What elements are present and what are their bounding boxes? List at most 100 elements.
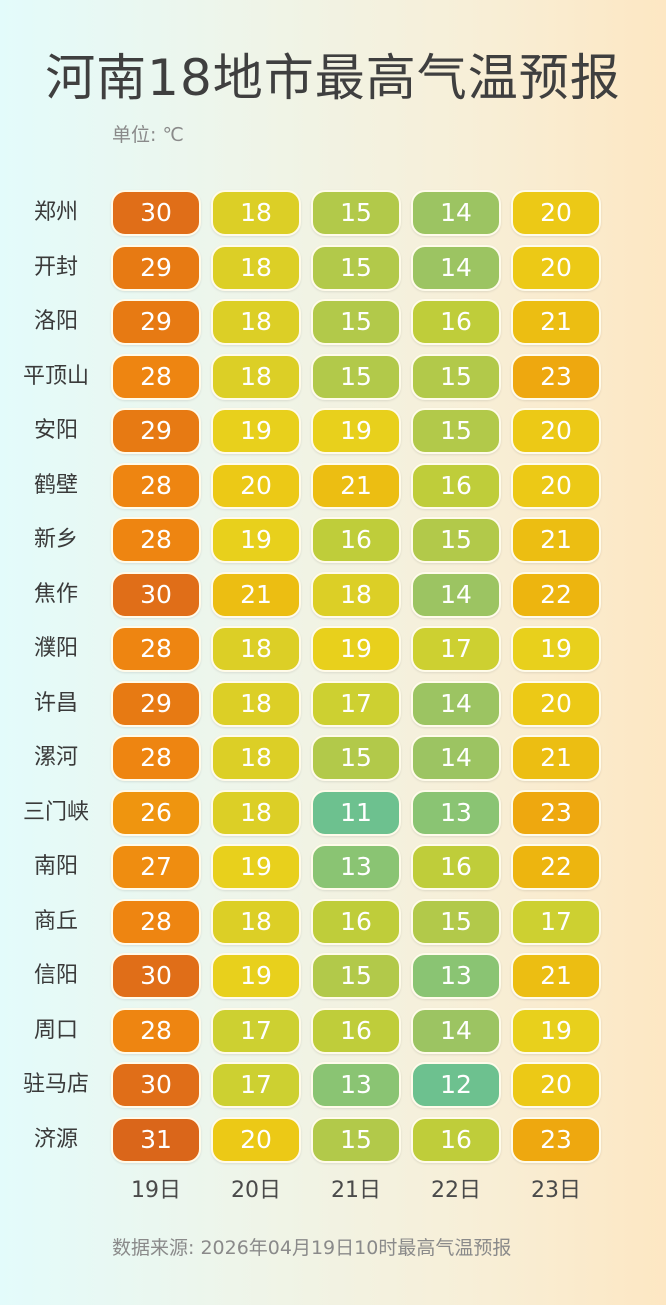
city-label: 洛阳 xyxy=(33,309,78,334)
page-title: 河南18地市最高气温预报 xyxy=(45,49,621,107)
temperature-cell: 15 xyxy=(311,735,401,781)
temperature-cell: 23 xyxy=(511,1117,601,1163)
city-label: 漯河 xyxy=(33,745,78,770)
temperature-cell: 16 xyxy=(411,1117,501,1163)
city-label: 信阳 xyxy=(33,963,78,988)
temperature-cell: 20 xyxy=(211,463,301,509)
temperature-cell: 18 xyxy=(211,190,301,236)
temperature-cell: 15 xyxy=(411,899,501,945)
temperature-cell: 28 xyxy=(111,1008,201,1054)
date-label: 19日 xyxy=(131,1178,181,1203)
temperature-cell: 15 xyxy=(411,408,501,454)
temperature-cell: 14 xyxy=(411,735,501,781)
city-label: 开封 xyxy=(33,255,78,280)
temperature-cell: 20 xyxy=(211,1117,301,1163)
temperature-cell: 13 xyxy=(311,1062,401,1108)
temperature-cell: 20 xyxy=(511,1062,601,1108)
city-label: 焦作 xyxy=(33,582,78,607)
temperature-cell: 13 xyxy=(411,953,501,999)
temperature-cell: 15 xyxy=(311,245,401,291)
temperature-cell: 21 xyxy=(311,463,401,509)
temperature-cell: 18 xyxy=(211,245,301,291)
temperature-cell: 18 xyxy=(211,626,301,672)
temperature-cell: 23 xyxy=(511,790,601,836)
temperature-cell: 14 xyxy=(411,1008,501,1054)
temperature-cell: 19 xyxy=(211,844,301,890)
temperature-cell: 19 xyxy=(311,626,401,672)
temperature-cell: 16 xyxy=(311,517,401,563)
temperature-cell: 16 xyxy=(411,463,501,509)
temperature-cell: 19 xyxy=(511,626,601,672)
temperature-cell: 22 xyxy=(511,844,601,890)
city-label: 濮阳 xyxy=(33,636,78,661)
temperature-cell: 18 xyxy=(211,790,301,836)
temperature-cell: 17 xyxy=(511,899,601,945)
temperature-cell: 15 xyxy=(411,354,501,400)
temperature-cell: 11 xyxy=(311,790,401,836)
temperature-cell: 14 xyxy=(411,572,501,618)
temperature-cell: 29 xyxy=(111,408,201,454)
temperature-cell: 15 xyxy=(311,354,401,400)
temperature-cell: 13 xyxy=(311,844,401,890)
temperature-cell: 30 xyxy=(111,1062,201,1108)
temperature-cell: 12 xyxy=(411,1062,501,1108)
temperature-cell: 15 xyxy=(411,517,501,563)
temperature-cell: 28 xyxy=(111,735,201,781)
temperature-cell: 15 xyxy=(311,953,401,999)
temperature-cell: 15 xyxy=(311,299,401,345)
city-label: 平顶山 xyxy=(22,364,89,389)
city-label: 商丘 xyxy=(33,909,78,934)
temperature-cell: 15 xyxy=(311,1117,401,1163)
temperature-cell: 29 xyxy=(111,245,201,291)
temperature-cell: 21 xyxy=(511,953,601,999)
temperature-cell: 21 xyxy=(511,735,601,781)
date-label: 21日 xyxy=(331,1178,381,1203)
city-label: 鹤壁 xyxy=(33,473,78,498)
city-label: 三门峡 xyxy=(22,800,89,825)
temperature-cell: 18 xyxy=(211,299,301,345)
temperature-cell: 22 xyxy=(511,572,601,618)
city-label: 济源 xyxy=(33,1127,78,1152)
temperature-cell: 20 xyxy=(511,463,601,509)
city-label: 郑州 xyxy=(33,200,78,225)
temperature-cell: 21 xyxy=(511,517,601,563)
temperature-cell: 28 xyxy=(111,899,201,945)
temperature-cell: 19 xyxy=(211,953,301,999)
city-label: 安阳 xyxy=(33,418,78,443)
temperature-cell: 30 xyxy=(111,190,201,236)
city-label: 驻马店 xyxy=(22,1072,89,1097)
temperature-cell: 19 xyxy=(211,408,301,454)
temperature-cell: 13 xyxy=(411,790,501,836)
temperature-cell: 31 xyxy=(111,1117,201,1163)
date-label: 20日 xyxy=(231,1178,281,1203)
temperature-cell: 16 xyxy=(311,899,401,945)
temperature-cell: 18 xyxy=(211,899,301,945)
temperature-cell: 14 xyxy=(411,681,501,727)
temperature-cell: 16 xyxy=(411,844,501,890)
temperature-cell: 17 xyxy=(411,626,501,672)
temperature-cell: 16 xyxy=(311,1008,401,1054)
city-label: 新乡 xyxy=(33,527,78,552)
temperature-cell: 29 xyxy=(111,299,201,345)
temperature-cell: 29 xyxy=(111,681,201,727)
temperature-cell: 23 xyxy=(511,354,601,400)
temperature-cell: 14 xyxy=(411,245,501,291)
temperature-cell: 18 xyxy=(211,681,301,727)
temperature-cell: 14 xyxy=(411,190,501,236)
city-label: 周口 xyxy=(33,1018,78,1043)
temperature-cell: 21 xyxy=(511,299,601,345)
temperature-cell: 17 xyxy=(211,1062,301,1108)
temperature-cell: 17 xyxy=(311,681,401,727)
temperature-cell: 28 xyxy=(111,463,201,509)
temperature-cell: 16 xyxy=(411,299,501,345)
temperature-cell: 21 xyxy=(211,572,301,618)
temperature-cell: 28 xyxy=(111,517,201,563)
city-label: 许昌 xyxy=(33,691,78,716)
temperature-cell: 20 xyxy=(511,190,601,236)
temperature-cell: 18 xyxy=(211,354,301,400)
temperature-cell: 15 xyxy=(311,190,401,236)
temperature-cell: 20 xyxy=(511,408,601,454)
temperature-cell: 17 xyxy=(211,1008,301,1054)
temperature-cell: 19 xyxy=(511,1008,601,1054)
